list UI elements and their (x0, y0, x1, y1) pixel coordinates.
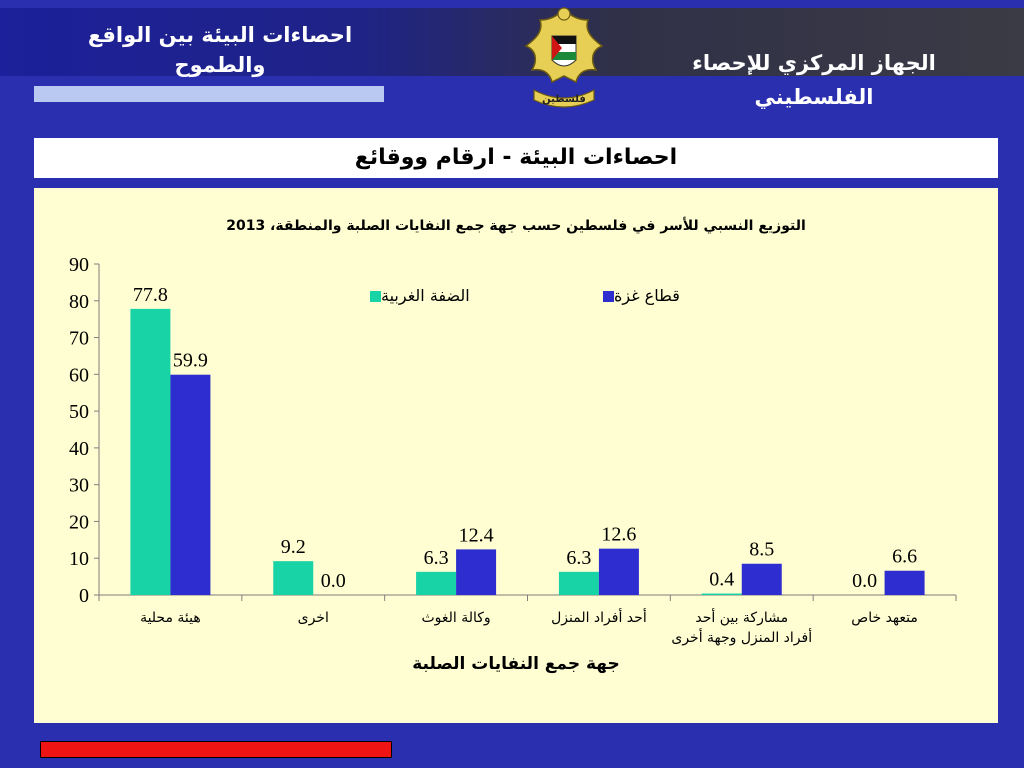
bar-west-bank (130, 308, 171, 595)
bar-west-bank (273, 561, 314, 595)
x-axis-title: جهة جمع النفايات الصلبة (412, 654, 620, 674)
y-tick-label: 10 (69, 548, 89, 570)
data-label: 6.6 (892, 546, 917, 568)
bar-gaza (456, 549, 497, 595)
x-tick-label: متعهد خاص (851, 610, 918, 626)
header-accent-bar (34, 86, 384, 102)
bar-gaza (884, 570, 925, 595)
data-label: 9.2 (281, 536, 306, 558)
y-tick-label: 60 (69, 364, 89, 386)
data-label: 0.4 (709, 569, 734, 591)
legend-swatch-gaza (603, 291, 614, 302)
band-title: احصاءات البيئة - ارقام ووقائع (354, 145, 678, 170)
x-tick-label: أفراد المنزل وجهة أخرى (671, 628, 812, 646)
bar-gaza (170, 374, 211, 595)
data-label: 6.3 (566, 547, 591, 569)
y-tick-label: 70 (69, 328, 89, 350)
flag-shield-icon (551, 35, 577, 67)
legend-label-gaza: قطاع غزة (614, 286, 680, 305)
header-left-title: احصاءات البيئة بين الواقع والطموح (87, 23, 353, 77)
data-label: 8.5 (749, 539, 774, 561)
legend-swatch-west-bank (370, 291, 381, 302)
legend-label-west-bank: الضفة الغربية (381, 286, 470, 305)
legend-item-gaza: قطاع غزة (597, 286, 680, 306)
chart-title: التوزيع النسبي للأسر في فلسطين حسب جهة ج… (226, 218, 806, 234)
emblem-text: فلسطين (542, 94, 586, 105)
legend-item-west-bank: الضفة الغربية (364, 286, 470, 306)
bar-chart: 0 10 20 30 40 50 60 70 80 90 هيئة محلية اخرى وكالة ا… (69, 254, 957, 646)
bar-west-bank (558, 571, 599, 595)
x-tick-label: هيئة محلية (140, 610, 201, 626)
header-right-title: الجهاز المركزي للإحصاء الفلسطيني (692, 51, 936, 109)
x-tick-label: أحد أفراد المنزل (551, 608, 647, 626)
footer-red-bar (40, 741, 392, 758)
bar-west-bank (416, 571, 457, 595)
header-frame (0, 0, 1024, 76)
chart-panel: التوزيع النسبي للأسر في فلسطين حسب جهة ج… (34, 188, 998, 723)
data-label: 0.0 (852, 570, 877, 592)
x-tick-label: اخرى (298, 610, 329, 626)
palestine-emblem-icon: فلسطين (524, 6, 604, 108)
data-label: 6.3 (424, 547, 449, 569)
x-tick-label: مشاركة بين أحد (695, 608, 788, 626)
bar-gaza (741, 563, 782, 595)
data-label: 77.8 (133, 284, 168, 306)
data-label: 59.9 (173, 350, 208, 372)
bar-gaza (598, 548, 639, 595)
y-tick-label: 90 (69, 254, 89, 276)
data-label: 12.6 (601, 524, 636, 546)
y-tick-label: 80 (69, 291, 89, 313)
y-tick-label: 50 (69, 401, 89, 423)
header-bar (0, 0, 1024, 76)
y-tick-label: 30 (69, 475, 89, 497)
y-tick-label: 20 (69, 511, 89, 533)
data-label: 12.4 (459, 524, 494, 546)
title-band: احصاءات البيئة - ارقام ووقائع (34, 138, 998, 178)
data-label: 0.0 (321, 570, 346, 592)
y-tick-label: 40 (69, 438, 89, 460)
y-tick-label: 0 (79, 585, 89, 607)
bar-west-bank (701, 593, 742, 595)
x-tick-label: وكالة الغوث (421, 610, 490, 626)
